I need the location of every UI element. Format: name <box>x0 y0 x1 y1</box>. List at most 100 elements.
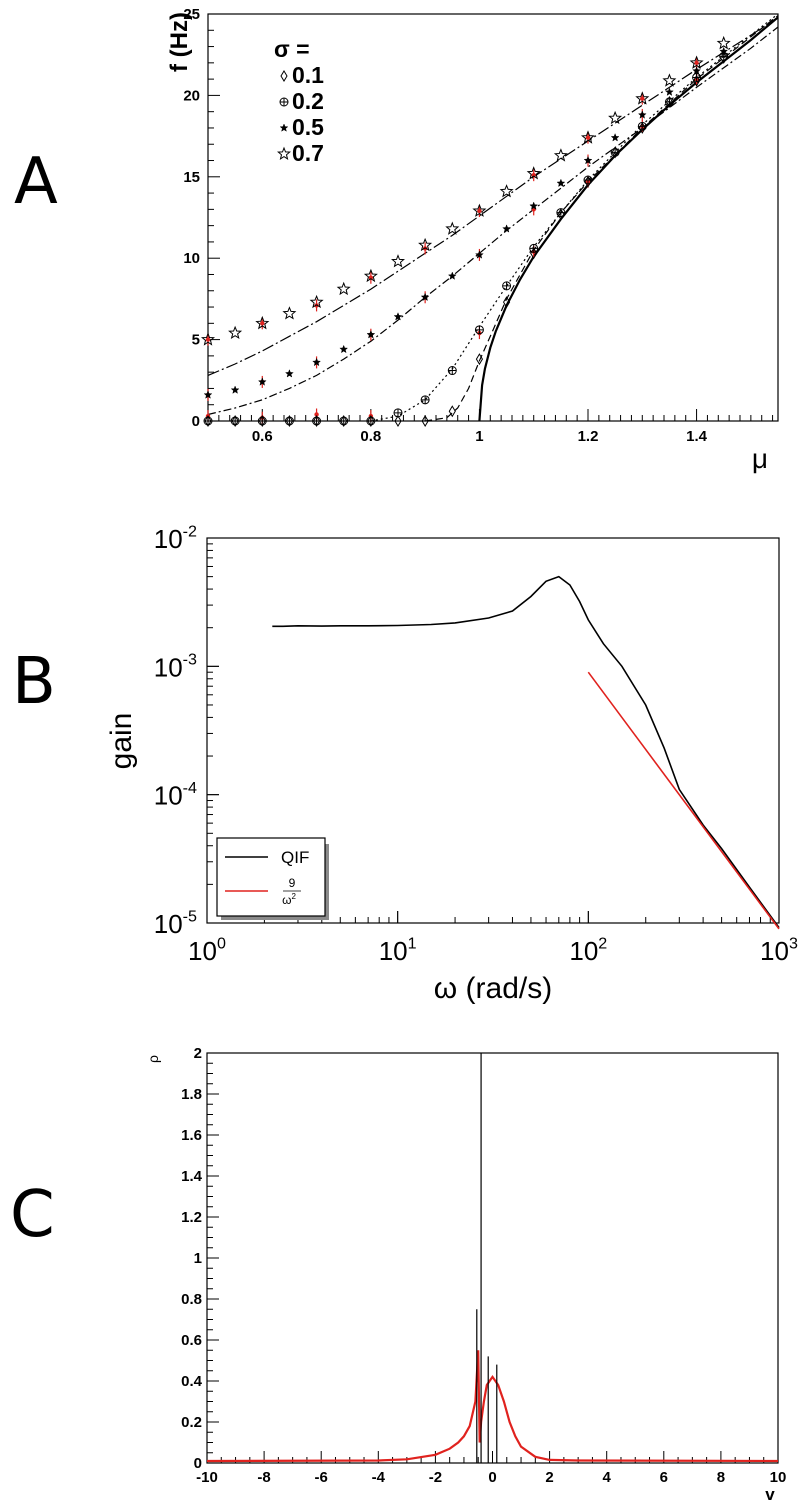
y-tick-label-base: 10 <box>154 652 183 682</box>
x-tick-label: -8 <box>257 1469 270 1486</box>
x-tick-label: -2 <box>429 1469 442 1486</box>
marker-star-small <box>230 385 240 394</box>
marker-cross-circle-cross <box>584 176 592 185</box>
x-axis-label: ω (rad/s) <box>434 972 552 1005</box>
y-tick-label: 25 <box>183 6 200 23</box>
marker-cross-circle-cross <box>280 98 288 106</box>
marker-star-small <box>529 201 539 210</box>
marker-cross-circle-cross <box>421 395 430 404</box>
marker-diamond <box>258 415 266 427</box>
y-tick-label: 15 <box>183 169 200 186</box>
marker-cross-circle-cross <box>638 122 647 131</box>
marker-diamond <box>502 296 511 309</box>
y-tick-label: 0.6 <box>181 1332 202 1349</box>
marker-star-open <box>363 268 378 283</box>
marker-diamond <box>665 95 674 108</box>
density-line <box>206 1350 779 1463</box>
marker-cross-circle-cross <box>556 208 565 217</box>
marker-star-open <box>553 148 568 162</box>
marker-star-small <box>339 344 349 354</box>
panel-label-a: A <box>14 145 58 219</box>
x-tick-label-base: 10 <box>379 936 408 966</box>
marker-star-open <box>282 306 297 320</box>
marker-star-open <box>689 55 704 69</box>
theory-curve <box>370 13 779 422</box>
y-tick-label: 10-4 <box>154 779 197 811</box>
x-tick-label-base: 10 <box>760 936 789 966</box>
marker-cross-circle-cross <box>692 73 701 82</box>
theory-curve <box>207 16 779 376</box>
red-marker <box>694 60 699 66</box>
marker-star-open <box>309 294 324 309</box>
marker-cross-circle-cross <box>611 148 620 157</box>
red-marker <box>422 246 428 251</box>
panel-a-frame <box>207 13 779 422</box>
y-tick-label: 1.4 <box>181 1168 203 1185</box>
x-tick-label: 0.6 <box>252 428 273 445</box>
red-marker <box>640 96 645 101</box>
y-tick-label: 20 <box>183 87 200 104</box>
y-tick-label: 10-5 <box>154 907 197 939</box>
x-tick-label: -4 <box>372 1469 386 1486</box>
marker-star-small <box>583 155 593 165</box>
marker-diamond <box>394 415 402 427</box>
x-tick-label: 8 <box>717 1469 725 1486</box>
theory-curve <box>425 15 779 422</box>
marker-diamond <box>312 415 321 427</box>
x-tick-label: 4 <box>603 1469 612 1486</box>
y-tick-label-base: 10 <box>154 781 183 811</box>
series-line <box>272 575 780 929</box>
marker-cross-circle-cross <box>339 417 348 425</box>
marker-star-open <box>608 110 623 125</box>
marker-star-small <box>393 312 403 321</box>
marker-diamond <box>448 405 456 418</box>
x-tick-label: 1.2 <box>578 428 599 445</box>
y-tick-label: 2 <box>194 1045 202 1062</box>
marker-star-open <box>445 221 460 235</box>
red-marker <box>205 337 211 342</box>
y-tick-label: 1.6 <box>181 1127 202 1144</box>
theory-curve <box>478 16 779 422</box>
marker-star-open <box>716 35 731 50</box>
marker-star-small <box>257 377 267 386</box>
marker-diamond <box>340 415 348 427</box>
x-tick-label: -6 <box>315 1469 328 1486</box>
marker-star-open <box>499 184 514 198</box>
x-tick-label: 1 <box>475 428 483 445</box>
red-marker <box>585 135 591 140</box>
x-tick-label: 0.8 <box>360 428 381 445</box>
marker-star-open <box>255 315 270 330</box>
marker-star-open <box>277 146 291 161</box>
y-tick-label: 1 <box>194 1250 202 1267</box>
red-marker <box>314 303 319 308</box>
marker-cross-circle-cross <box>502 281 511 290</box>
x-tick-label: 102 <box>569 934 607 966</box>
marker-star-open <box>526 166 541 180</box>
marker-star-open <box>418 237 433 252</box>
y-tick-label: 10-3 <box>154 651 197 683</box>
y-tick-label: 10 <box>183 250 200 267</box>
panel-c: -10 -8 -6 -4 -2 0 2 4 6 8 10 0 0.2 0.4 0.6 0.8 1 1.2 1.4 1.… <box>145 1045 786 1504</box>
marker-star-small <box>637 110 647 119</box>
marker-star-small <box>474 250 484 259</box>
y-tick-label-exponent: -5 <box>183 907 197 925</box>
x-tick-label: 101 <box>379 934 417 966</box>
x-tick-label-exponent: 2 <box>598 934 607 952</box>
marker-star-small <box>447 271 457 280</box>
marker-cross-circle-cross <box>285 417 294 425</box>
y-tick-label: 0 <box>194 1455 202 1472</box>
panel-label-c: C <box>10 1178 55 1252</box>
panel-c-frame <box>206 1052 779 1464</box>
marker-diamond <box>285 415 294 427</box>
legend-label-qif: QIF <box>281 848 309 867</box>
y-tick-label-base: 10 <box>154 524 183 554</box>
x-tick-label: 1.4 <box>686 428 708 445</box>
y-axis-label: ρ <box>145 1055 161 1063</box>
x-tick-label: 103 <box>760 934 798 966</box>
marker-cross-circle-cross <box>529 244 538 253</box>
x-tick-label: 6 <box>660 1469 668 1486</box>
red-marker <box>260 321 265 326</box>
x-axis-label: v <box>765 1485 775 1504</box>
